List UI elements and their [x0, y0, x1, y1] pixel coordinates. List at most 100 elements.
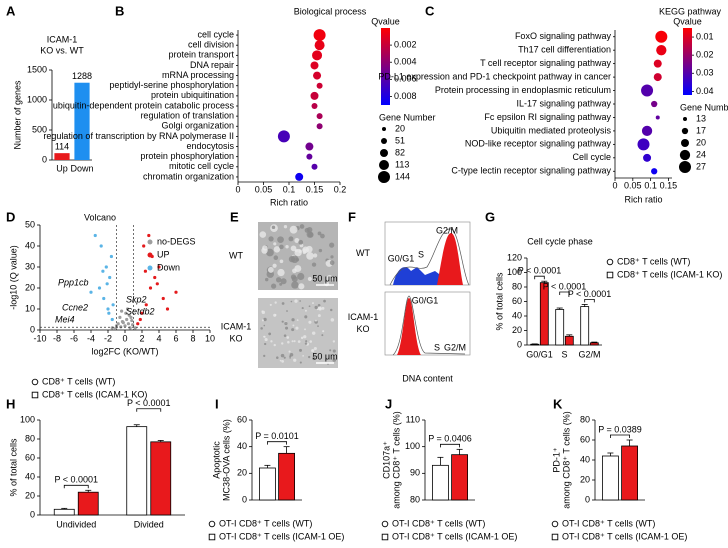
point — [125, 307, 130, 311]
legend-label: Down — [157, 262, 180, 272]
x-tick-label: 0.15 — [306, 184, 324, 194]
cell — [296, 319, 299, 322]
cell — [288, 350, 291, 353]
legend-marker — [147, 239, 153, 245]
legend-marker — [606, 271, 614, 279]
legend-marker — [551, 533, 559, 541]
x-tick-label: 0.05 — [255, 184, 273, 194]
cell — [323, 299, 326, 303]
size-legend-label: 113 — [395, 159, 409, 169]
cell — [305, 245, 313, 253]
x-axis-label: Rich ratio — [624, 194, 662, 204]
point — [157, 265, 161, 269]
cell — [267, 266, 274, 273]
bar — [539, 282, 549, 346]
legend-label: CD8⁺ T cells (WT) — [42, 376, 115, 386]
point — [102, 296, 106, 301]
y-tick-label: 500 — [32, 124, 47, 134]
point — [130, 318, 134, 323]
y-tick-label: 0 — [517, 339, 522, 349]
gate-label: S — [434, 342, 440, 352]
cell — [292, 324, 295, 327]
point — [124, 311, 128, 315]
panel-label: K — [553, 396, 563, 411]
point — [129, 315, 133, 319]
cell — [304, 315, 308, 319]
point — [99, 244, 103, 248]
cell — [314, 305, 318, 310]
cell — [270, 283, 277, 289]
y-axis-label: % of total cells — [494, 272, 504, 331]
size-legend-label: 24 — [696, 149, 706, 159]
cell — [311, 348, 315, 353]
legend-label: CD8⁺ T cells (ICAM-1 KO) — [617, 269, 722, 279]
cell — [281, 342, 284, 345]
cell — [302, 250, 307, 255]
size-legend-dot — [679, 161, 691, 173]
significance-bracket — [136, 408, 162, 412]
dot — [653, 59, 662, 68]
x-tick-label: -8 — [53, 333, 61, 343]
dot — [656, 45, 667, 56]
gene-label: Mei4 — [55, 314, 75, 324]
cell — [305, 340, 308, 343]
colorbar-tick-label: 0.004 — [394, 57, 417, 67]
y-tick-label: 1500 — [27, 64, 47, 74]
y-axis-label: -log10 (Q value) — [8, 245, 18, 310]
size-legend-label: 17 — [696, 125, 706, 135]
bar — [602, 455, 619, 501]
dot — [313, 29, 326, 42]
dot — [641, 84, 654, 97]
colorbar-tick-label: 0.01 — [696, 31, 714, 41]
chart-title: Cell cycle phase — [527, 236, 593, 246]
cell — [293, 340, 296, 343]
x-tick-label: 8 — [190, 333, 195, 343]
category-label: Golgi organization — [161, 121, 234, 131]
cell — [259, 231, 267, 238]
cell — [317, 231, 322, 236]
gate-label: G2/M — [444, 342, 466, 352]
cell — [273, 343, 276, 347]
x-tick-label: 2 — [139, 333, 144, 343]
p-value: P < 0.0001 — [543, 281, 587, 291]
cell — [269, 303, 272, 307]
bar — [77, 491, 99, 516]
dot — [653, 73, 662, 82]
category-label: Th17 cell differentiation — [518, 45, 611, 55]
bar — [580, 306, 590, 346]
cell — [281, 320, 284, 323]
gene-label: Setdb2 — [126, 306, 155, 316]
y-axis-label: % of total cells — [8, 438, 18, 497]
dot — [277, 130, 290, 143]
sample-label: WT — [229, 250, 243, 260]
cell — [300, 336, 304, 340]
y-tick-label: 1000 — [27, 94, 47, 104]
panel-label: D — [6, 209, 15, 224]
legend-marker — [31, 378, 39, 386]
cell — [275, 277, 282, 283]
cell — [283, 356, 286, 359]
cell — [272, 263, 277, 268]
x-tick-label: S — [561, 349, 567, 359]
point — [107, 311, 111, 315]
size-legend-dot — [381, 138, 387, 144]
cell — [313, 346, 317, 351]
cell — [279, 259, 284, 264]
x-tick-label: 0.15 — [660, 180, 678, 190]
cell — [276, 356, 279, 359]
category-label: C-type lectin receptor signaling pathway — [451, 166, 611, 176]
cell — [260, 327, 263, 330]
cell — [263, 335, 265, 338]
cell — [316, 308, 319, 311]
significance-bracket — [534, 275, 545, 280]
point — [97, 286, 102, 290]
y-axis-label: PD-1⁺ — [551, 447, 561, 473]
colorbar-tick-label: 0.006 — [394, 74, 417, 84]
cell — [294, 265, 302, 273]
significance-bracket — [63, 484, 89, 489]
x-axis-label: Rich ratio — [270, 197, 308, 207]
dot — [311, 163, 318, 170]
size-legend-label: 20 — [395, 123, 405, 133]
cell — [294, 299, 298, 303]
legend-marker — [381, 533, 389, 541]
